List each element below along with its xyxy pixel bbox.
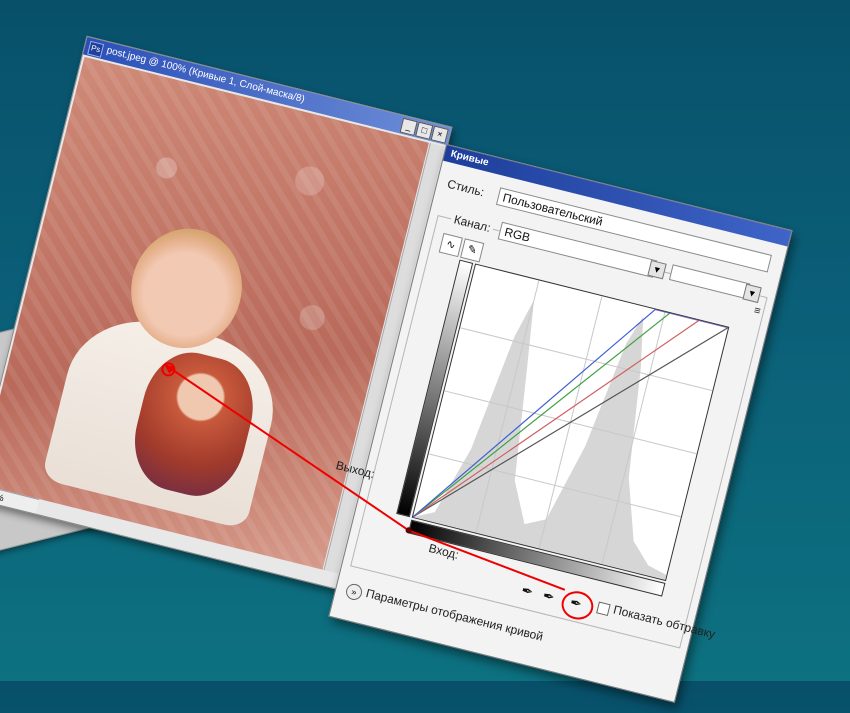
curves-plot <box>412 280 729 580</box>
histogram <box>412 299 667 580</box>
workspace: Ps post.jpeg @ 100% (Кривые 1, Слой-маск… <box>0 35 797 710</box>
curve-top <box>655 308 729 329</box>
annotation-arrow <box>163 363 566 591</box>
arrow-line-2 <box>408 529 566 591</box>
curves-graph[interactable] <box>411 263 730 582</box>
curve-green <box>412 312 671 518</box>
curve-red <box>412 319 700 518</box>
curve-point-marker <box>405 527 412 534</box>
arrow-head <box>164 364 176 374</box>
photoshop-icon: Ps <box>87 40 105 58</box>
curves-panel: Кривые Стиль: Пользовательский Канал: RG… <box>328 143 793 703</box>
arrow-line <box>163 363 410 532</box>
curve-rgb <box>412 327 729 518</box>
curve-blue <box>412 308 656 518</box>
